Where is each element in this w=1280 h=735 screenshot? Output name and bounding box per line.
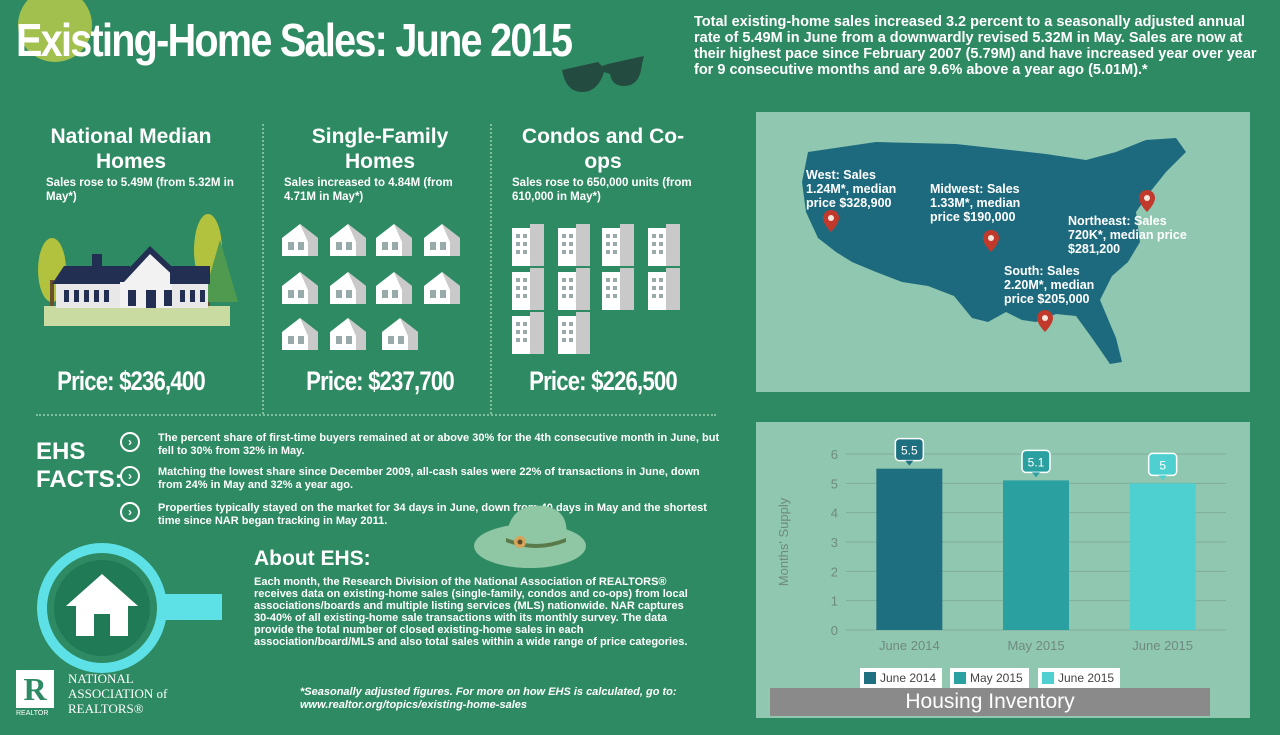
y-tick-label: 4 — [831, 506, 838, 521]
chart-caption: Housing Inventory — [770, 688, 1210, 716]
column-divider — [262, 124, 264, 414]
intro-summary: Total existing-home sales increased 3.2 … — [694, 14, 1257, 78]
bar — [1003, 480, 1069, 630]
legend-label: June 2014 — [880, 671, 937, 685]
us-map — [802, 138, 1186, 364]
chevron-right-icon: › — [120, 466, 140, 486]
bar — [876, 468, 943, 630]
nar-wordmark: NATIONAL ASSOCIATION of REALTORS® — [68, 671, 167, 716]
x-tick-label: May 2015 — [1007, 638, 1064, 653]
col-single-family-price: Price: $237,700 — [306, 366, 455, 396]
ehs-heading-line2: FACTS: — [36, 466, 123, 493]
northeast-pin-icon — [1139, 190, 1155, 212]
data-label: 5.1 — [1028, 455, 1045, 469]
x-tick-label: June 2014 — [879, 638, 940, 653]
legend-label: May 2015 — [970, 671, 1023, 685]
section-divider — [36, 414, 716, 416]
about-body: Each month, the Research Division of the… — [254, 576, 688, 648]
fact-text: Properties typically stayed on the marke… — [158, 502, 707, 527]
data-label: 5 — [1159, 458, 1166, 472]
realtor-r-icon: R — [16, 670, 54, 708]
house-illustration — [38, 214, 238, 326]
col-national-subtitle: Sales rose to 5.49M (from 5.32M in May*) — [46, 177, 234, 203]
legend-item: June 2015 — [1038, 668, 1121, 688]
data-label-pointer — [905, 460, 914, 466]
fact-item: › The percent share of first-time buyers… — [120, 432, 720, 458]
y-tick-label: 3 — [831, 535, 838, 550]
nar-line-1: NATIONAL — [68, 671, 134, 686]
y-tick-label: 0 — [831, 623, 838, 638]
single-family-houses-icon — [282, 224, 460, 350]
chevron-right-icon: › — [120, 432, 140, 452]
condo-buildings-icon — [512, 224, 680, 354]
sun-decoration — [18, 0, 92, 62]
legend-swatch — [864, 672, 876, 684]
housing-inventory-chart: Months' Supply 0 1 2 3 4 5 6 5.5 June 2014 5.1 May… — [776, 437, 1226, 653]
realtor-small-text: REALTOR — [16, 710, 49, 717]
col-single-family-subtitle: Sales increased to 4.84M (from 4.71M in … — [284, 177, 453, 203]
south-label: South: Sales 2.20M*, median price $205,0… — [1004, 264, 1095, 306]
x-tick-label: June 2015 — [1132, 638, 1193, 653]
col-condos-title: Condos and Co-ops — [521, 125, 685, 173]
map-panel: West: Sales 1.24M*, median price $328,90… — [756, 112, 1250, 392]
legend-item: June 2014 — [860, 668, 943, 688]
footnote: *Seasonally adjusted figures. For more o… — [300, 686, 677, 711]
col-condos-subtitle: Sales rose to 650,000 units (from 610,00… — [512, 177, 692, 203]
west-label: West: Sales 1.24M*, median price $328,90… — [806, 168, 897, 210]
northeast-label: Northeast: Sales 720K*, median price $28… — [1068, 214, 1187, 256]
ehs-facts-heading: EHS FACTS: — [36, 438, 123, 494]
legend-swatch — [954, 672, 966, 684]
fact-item: › Matching the lowest share since Decemb… — [120, 466, 720, 492]
ehs-heading-line1: EHS — [36, 438, 86, 465]
fact-item: › Properties typically stayed on the mar… — [120, 502, 720, 528]
midwest-label: Midwest: Sales 1.33M*, median price $190… — [930, 182, 1021, 224]
chevron-right-icon: › — [120, 502, 140, 522]
legend-item: May 2015 — [950, 668, 1029, 688]
col-single-family-title: Single-Family Homes — [311, 125, 449, 173]
col-national-price: Price: $236,400 — [57, 366, 206, 396]
legend-swatch — [1042, 672, 1054, 684]
data-label: 5.5 — [901, 444, 918, 458]
y-tick-label: 1 — [831, 594, 838, 609]
bar — [1129, 483, 1196, 630]
sunglasses-icon — [562, 56, 644, 92]
nar-line-3: REALTORS® — [68, 701, 144, 716]
about-title: About EHS: — [254, 547, 371, 570]
y-tick-label: 6 — [831, 447, 838, 462]
y-tick-label: 5 — [831, 476, 838, 491]
nar-line-2: ASSOCIATION of — [68, 686, 168, 701]
data-label-pointer — [1158, 475, 1167, 481]
col-national-title: National Median Homes — [50, 125, 212, 173]
y-tick-label: 2 — [831, 564, 838, 579]
sun-hat-icon — [474, 505, 586, 568]
data-label-bubble — [894, 437, 925, 462]
midwest-pin-icon — [983, 230, 999, 252]
y-axis-label: Months' Supply — [776, 497, 791, 586]
data-label-bubble — [1021, 449, 1051, 474]
fact-text: The percent share of first-time buyers r… — [158, 432, 720, 457]
data-label-pointer — [1032, 472, 1040, 478]
legend-label: June 2015 — [1058, 671, 1115, 685]
col-condos-price: Price: $226,500 — [529, 366, 678, 396]
fact-text: Matching the lowest share since December… — [158, 466, 700, 491]
south-pin-icon — [1037, 310, 1053, 332]
west-pin-icon — [823, 210, 839, 232]
page-title: Existing-Home Sales: June 2015 — [16, 14, 573, 66]
house-circle-icon — [37, 543, 222, 673]
column-divider — [490, 124, 492, 414]
realtor-logo: R REALTOR — [16, 670, 58, 720]
